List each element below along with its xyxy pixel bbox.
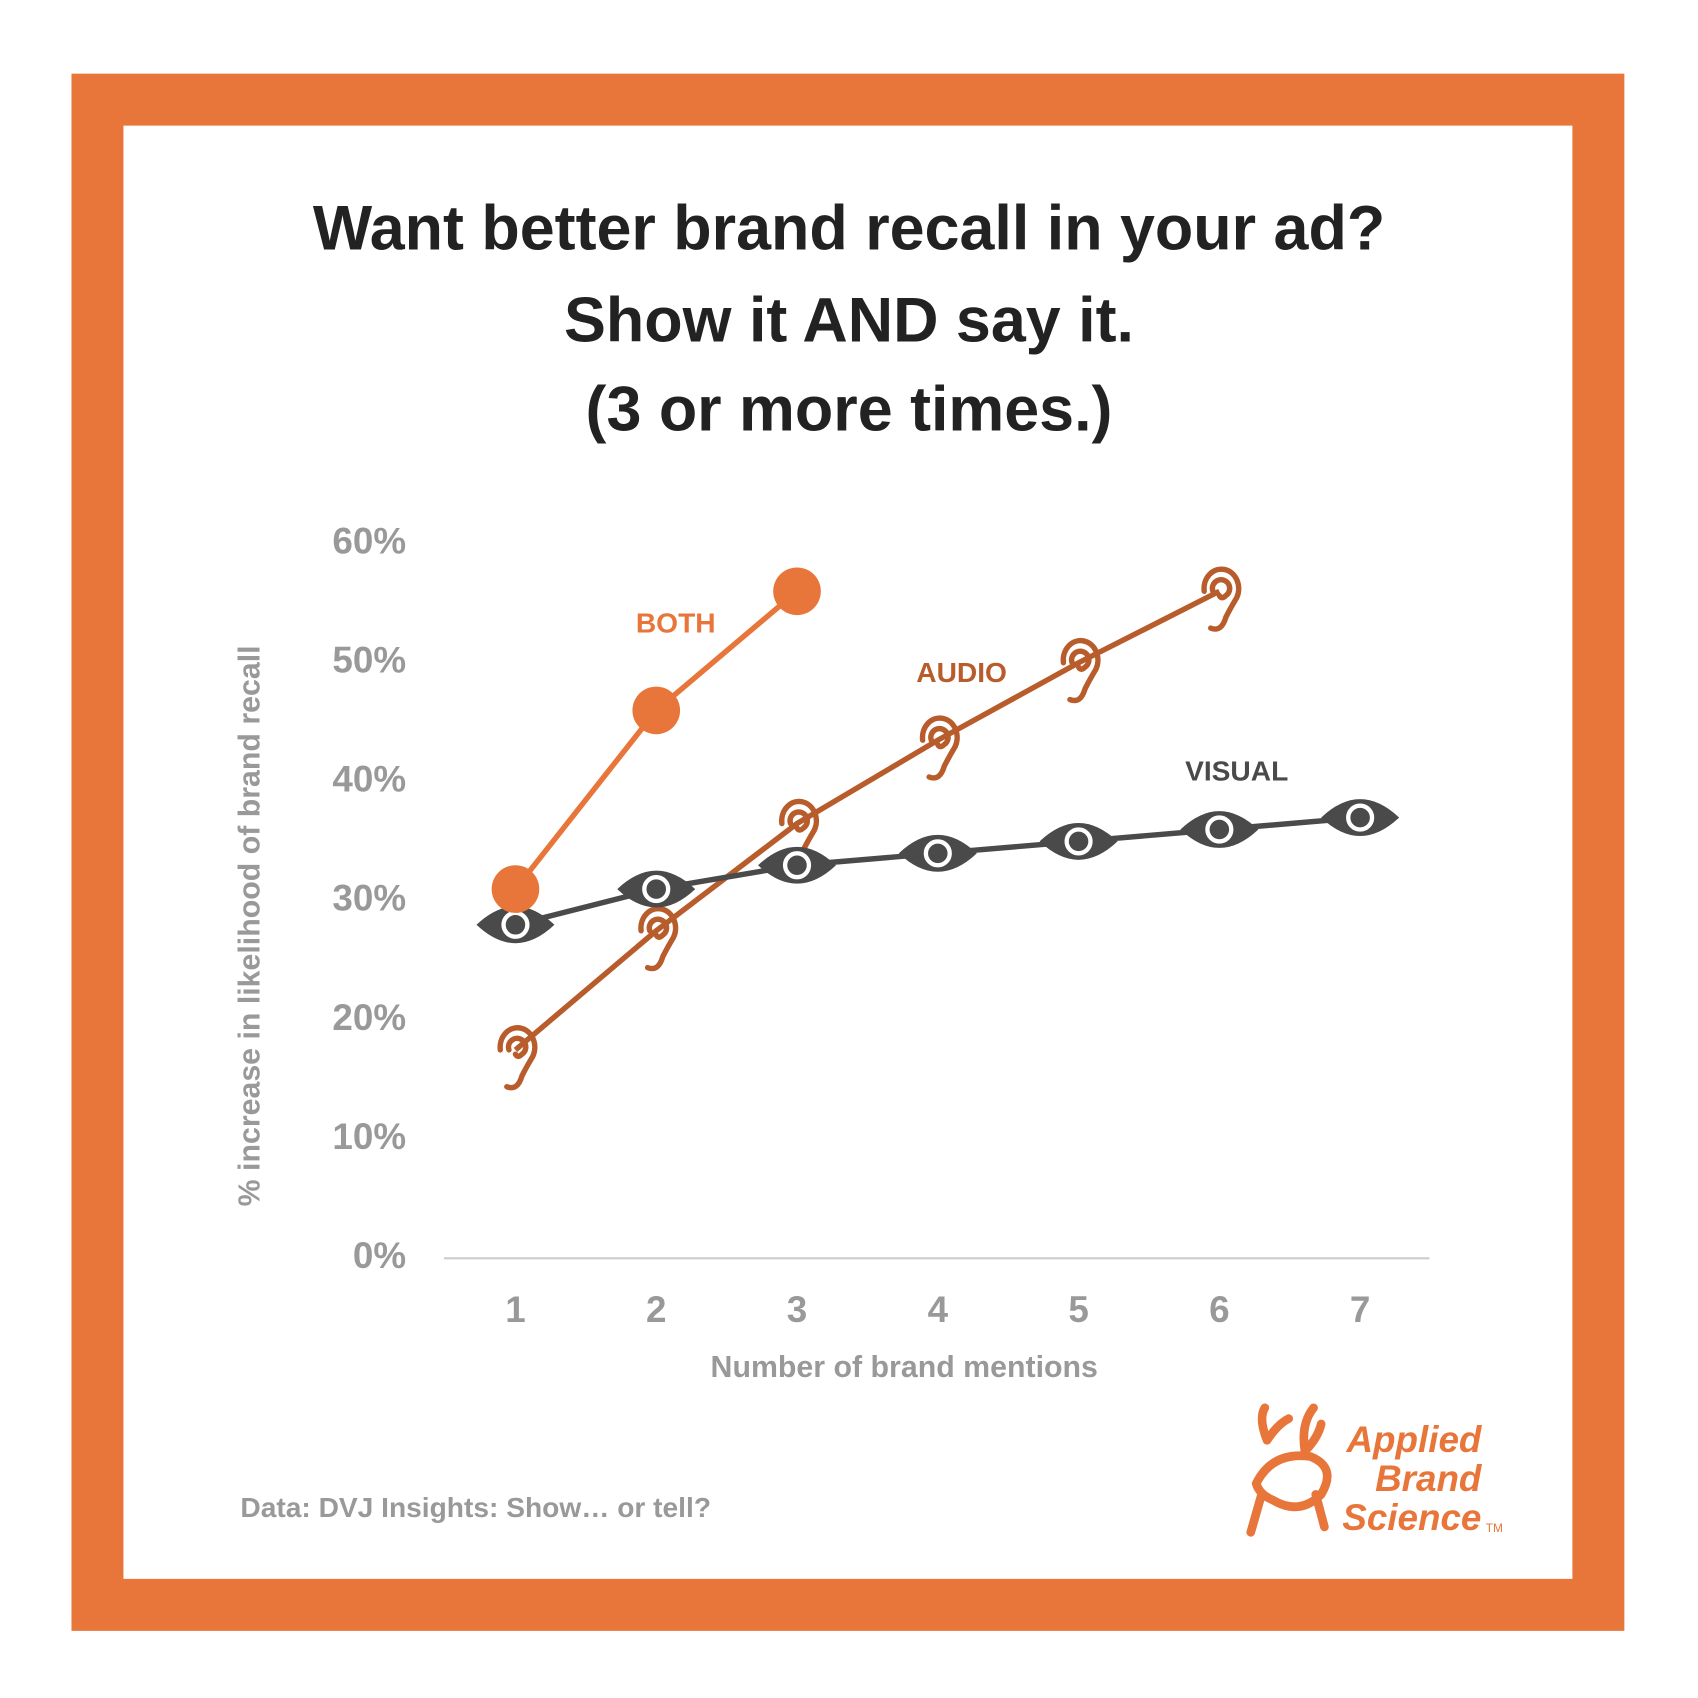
eye-marker	[476, 906, 555, 944]
chart-subtitle: Show it AND say it.	[564, 285, 1134, 355]
ear-marker	[1201, 566, 1242, 632]
eye-marker	[617, 870, 696, 908]
eye-iris	[1205, 815, 1234, 844]
eye-iris	[782, 851, 812, 880]
series-label: BOTH	[636, 607, 716, 638]
eye-marker	[1039, 823, 1118, 860]
y-tick-label: 20%	[332, 997, 406, 1038]
y-tick-label: 40%	[332, 759, 406, 800]
x-tick-label: 4	[928, 1289, 949, 1330]
y-tick-label: 50%	[332, 639, 406, 680]
ear-marker	[497, 1025, 538, 1091]
eye-marker	[1180, 811, 1259, 848]
eye-iris	[642, 874, 671, 904]
x-tick-label: 6	[1209, 1289, 1229, 1330]
x-tick-label: 3	[787, 1289, 807, 1330]
source-note: Data: DVJ Insights: Show… or tell?	[240, 1492, 711, 1523]
logo-tm: TM	[1486, 1521, 1503, 1535]
eye-iris	[1346, 803, 1375, 832]
point	[632, 686, 681, 735]
logo-text: Science	[1342, 1497, 1481, 1538]
logo-text: Brand	[1375, 1458, 1483, 1499]
point	[773, 567, 821, 616]
eye-iris	[923, 839, 952, 868]
chart-title: Want better brand recall in your ad?	[313, 193, 1385, 263]
eye-marker	[898, 834, 977, 872]
eye-iris	[1064, 827, 1093, 856]
chart-subtitle: (3 or more times.)	[586, 374, 1113, 444]
logo-text: Applied	[1345, 1419, 1482, 1460]
x-axis-label: Number of brand mentions	[711, 1351, 1098, 1384]
x-tick-label: 1	[505, 1289, 525, 1330]
series-label: AUDIO	[916, 657, 1007, 688]
series-label: VISUAL	[1185, 756, 1288, 787]
y-tick-label: 30%	[332, 878, 406, 919]
x-tick-label: 5	[1068, 1289, 1088, 1330]
y-tick-label: 0%	[353, 1235, 406, 1276]
x-tick-label: 2	[646, 1289, 666, 1330]
eye-marker	[758, 846, 837, 884]
point	[491, 865, 540, 913]
frame	[71, 73, 1625, 1631]
y-tick-label: 60%	[332, 520, 406, 561]
x-tick-label: 7	[1350, 1289, 1370, 1330]
logo: Applied Brand Science TM	[1246, 1403, 1503, 1538]
series-line	[513, 588, 1221, 1052]
eye-marker	[1321, 799, 1400, 837]
y-tick-label: 10%	[332, 1116, 406, 1157]
ear-marker	[919, 715, 960, 781]
ear-marker	[1060, 637, 1101, 704]
logo-icon	[1246, 1403, 1332, 1537]
ear-marker	[638, 905, 679, 972]
y-axis-label: % increase in likelihood of brand recall	[233, 645, 266, 1206]
